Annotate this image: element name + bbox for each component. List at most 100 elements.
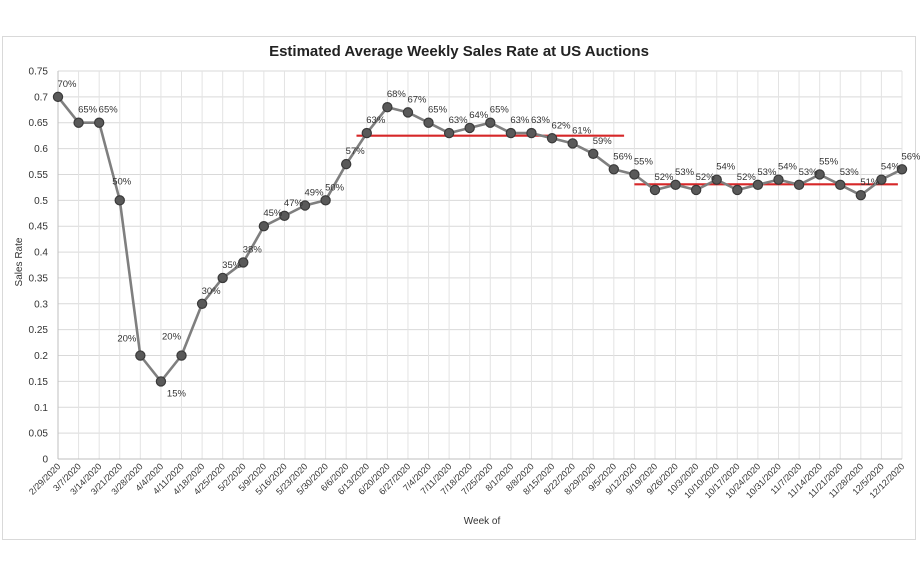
data-point xyxy=(793,179,805,191)
data-point xyxy=(855,189,867,201)
data-label: 63% xyxy=(531,115,551,126)
data-label: 54% xyxy=(881,162,901,173)
y-tick-label: 0.5 xyxy=(34,196,48,207)
data-label: 59% xyxy=(593,136,613,147)
data-point xyxy=(258,220,270,232)
data-label: 54% xyxy=(778,162,798,173)
data-label: 50% xyxy=(325,182,345,193)
y-tick-label: 0.05 xyxy=(29,429,49,440)
data-point xyxy=(567,138,578,149)
data-point xyxy=(464,122,475,134)
data-label: 65% xyxy=(78,105,98,116)
data-point xyxy=(670,179,681,191)
series-line xyxy=(56,96,903,383)
data-label: 64% xyxy=(469,110,489,121)
data-point xyxy=(73,117,84,128)
data-point xyxy=(752,179,764,191)
data-label: 62% xyxy=(552,120,572,131)
data-point xyxy=(402,107,414,118)
y-tick-label: 0.2 xyxy=(34,351,48,362)
data-point xyxy=(443,127,455,139)
data-label: 50% xyxy=(112,176,132,187)
y-tick-label: 0.3 xyxy=(34,299,48,310)
data-point xyxy=(711,174,722,185)
data-label: 54% xyxy=(716,162,736,173)
y-tick-label: 0.75 xyxy=(29,67,49,78)
y-tick-label: 0.55 xyxy=(29,170,49,181)
y-axis-title: Sales Rate xyxy=(14,237,25,286)
y-tick-label: 0.7 xyxy=(34,92,48,103)
data-label: 56% xyxy=(901,151,920,162)
data-point xyxy=(896,164,908,175)
data-point xyxy=(135,350,146,361)
data-point xyxy=(382,102,393,113)
y-tick-label: 0.45 xyxy=(29,222,49,233)
data-label: 70% xyxy=(57,79,77,90)
y-tick-label: 0.35 xyxy=(29,273,49,284)
data-point xyxy=(876,174,887,185)
data-label: 53% xyxy=(840,167,860,178)
data-point xyxy=(546,133,558,144)
data-point xyxy=(196,298,208,309)
data-label: 61% xyxy=(572,125,592,136)
y-tick-label: 0.4 xyxy=(34,248,48,259)
data-point xyxy=(217,272,228,284)
data-label: 68% xyxy=(387,89,407,100)
data-label: 53% xyxy=(799,167,819,178)
data-point xyxy=(279,210,290,222)
data-point xyxy=(835,179,846,191)
y-tick-label: 0.6 xyxy=(34,144,48,155)
data-point xyxy=(649,184,661,196)
data-point xyxy=(526,127,537,139)
data-label: 52% xyxy=(696,172,716,183)
data-label: 53% xyxy=(675,167,695,178)
data-label: 51% xyxy=(860,177,880,188)
data-point xyxy=(340,158,352,170)
data-label: 65% xyxy=(428,105,448,116)
data-label: 47% xyxy=(284,198,304,209)
y-axis-ticks: 0 0.05 0.1 0.15 0.2 0.25 0.3 0.35 0.4 0.45 0.5 0.55… xyxy=(29,67,49,466)
data-point xyxy=(814,169,825,180)
y-tick-label: 0.15 xyxy=(29,377,49,388)
y-tick-label: 0.25 xyxy=(29,325,49,336)
data-label: 63% xyxy=(449,115,469,126)
data-point xyxy=(629,169,640,180)
data-point xyxy=(608,164,620,175)
data-point xyxy=(299,200,311,211)
data-point xyxy=(52,91,64,103)
data-label: 35% xyxy=(222,260,242,271)
data-label: 52% xyxy=(737,172,757,183)
data-label: 67% xyxy=(407,94,427,105)
chart-frame xyxy=(2,36,916,540)
data-label: 52% xyxy=(654,172,674,183)
data-point xyxy=(155,376,167,387)
data-label: 38% xyxy=(243,244,263,255)
data-point xyxy=(423,117,434,128)
data-point xyxy=(238,257,249,268)
data-label: 63% xyxy=(510,115,530,126)
data-label: 53% xyxy=(757,167,777,178)
data-label: 56% xyxy=(613,151,633,162)
y-tick-label: 0.1 xyxy=(34,403,48,414)
data-point xyxy=(690,184,702,196)
data-point xyxy=(732,184,743,196)
data-label: 20% xyxy=(117,334,137,345)
data-point xyxy=(773,174,784,185)
data-point xyxy=(114,195,125,206)
data-label: 57% xyxy=(346,146,366,157)
data-point xyxy=(93,117,105,128)
data-labels: 70%65% 65%50%20%15%20%30%35%38%45%47%49% 5… xyxy=(57,79,920,400)
data-label: 30% xyxy=(202,286,222,297)
y-tick-label: 0 xyxy=(42,455,48,466)
data-label: 20% xyxy=(162,332,182,343)
data-label: 55% xyxy=(819,156,839,167)
gridlines xyxy=(57,70,903,460)
series-markers xyxy=(52,91,908,387)
sales-rate-line xyxy=(56,96,903,383)
data-label: 65% xyxy=(99,105,119,116)
chart-title: Estimated Average Weekly Sales Rate at U… xyxy=(269,43,649,60)
data-point xyxy=(176,350,187,361)
data-label: 55% xyxy=(634,156,654,167)
data-point xyxy=(505,127,517,139)
